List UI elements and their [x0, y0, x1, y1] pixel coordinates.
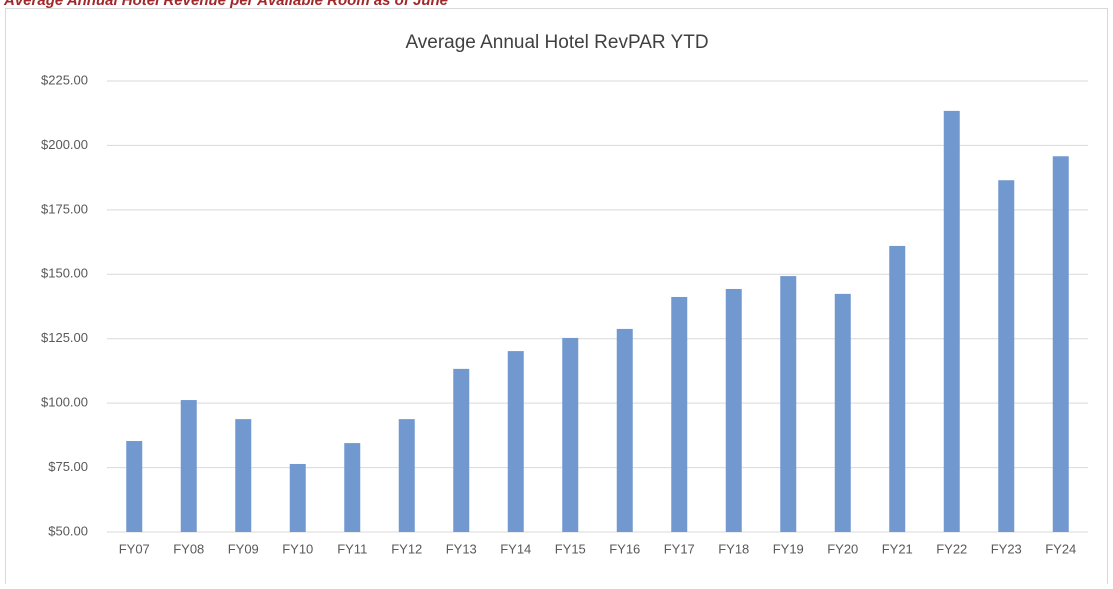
- bar: [998, 180, 1015, 532]
- bar: [889, 245, 906, 533]
- y-tick-label: $100.00: [41, 395, 88, 410]
- bar: [289, 463, 306, 532]
- x-tick-label: FY09: [228, 541, 259, 556]
- y-tick-label: $50.00: [48, 523, 88, 538]
- page-heading: Average Annual Hotel Revenue per Availab…: [3, 0, 448, 9]
- bar: [398, 419, 415, 532]
- x-tick-label: FY23: [991, 541, 1022, 556]
- bar: [780, 276, 797, 532]
- bar: [453, 368, 470, 532]
- x-tick-label: FY10: [282, 541, 313, 556]
- x-tick-label: FY17: [664, 541, 695, 556]
- y-tick-label: $150.00: [41, 266, 88, 281]
- bar: [507, 351, 524, 532]
- bar: [671, 296, 688, 532]
- y-tick-label: $225.00: [41, 72, 88, 87]
- bar: [180, 400, 197, 532]
- x-tick-label: FY08: [173, 541, 204, 556]
- y-tick-label: $175.00: [41, 201, 88, 216]
- x-tick-label: FY15: [555, 541, 586, 556]
- bar: [1052, 156, 1069, 533]
- x-tick-label: FY21: [882, 541, 913, 556]
- y-tick-label: $200.00: [41, 137, 88, 152]
- bar: [562, 337, 579, 532]
- x-tick-label: FY18: [718, 541, 749, 556]
- x-tick-label: FY11: [337, 541, 367, 556]
- bar: [943, 110, 960, 532]
- chart-title: Average Annual Hotel RevPAR YTD: [405, 32, 708, 53]
- x-tick-label: FY14: [500, 541, 531, 556]
- bar: [344, 443, 361, 532]
- bar: [235, 419, 252, 532]
- x-tick-label: FY24: [1045, 541, 1076, 556]
- x-tick-label: FY13: [446, 541, 477, 556]
- bar: [725, 288, 742, 532]
- chart-frame: [5, 8, 1108, 589]
- x-tick-label: FY22: [936, 541, 967, 556]
- bar: [126, 441, 143, 532]
- bar: [616, 328, 633, 532]
- y-tick-label: $125.00: [41, 330, 88, 345]
- x-tick-label: FY16: [609, 541, 640, 556]
- x-tick-label: FY07: [119, 541, 150, 556]
- x-tick-label: FY19: [773, 541, 804, 556]
- x-tick-label: FY20: [827, 541, 858, 556]
- x-tick-label: FY12: [391, 541, 422, 556]
- bar: [834, 293, 851, 532]
- y-tick-label: $75.00: [48, 459, 88, 474]
